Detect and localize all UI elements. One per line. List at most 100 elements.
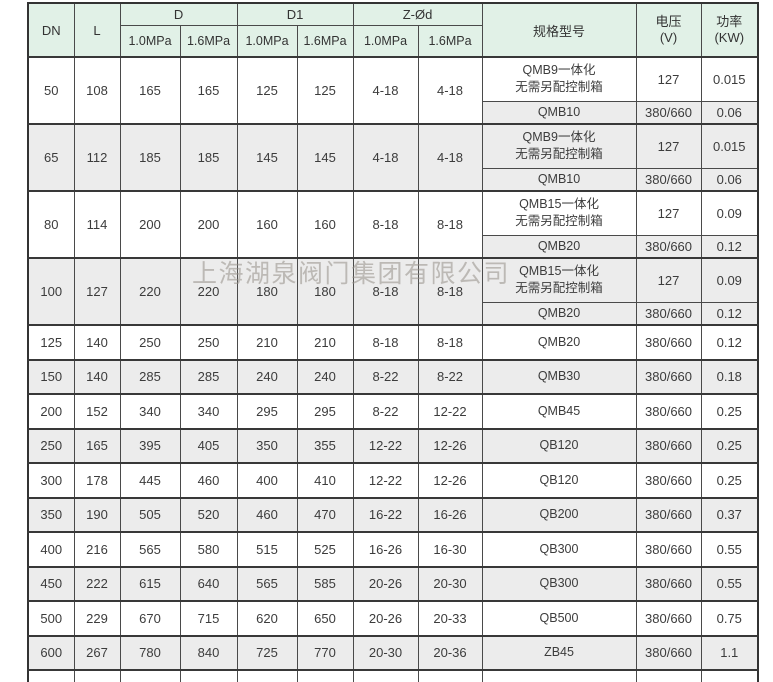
header-pressure-row: 1.0MPa 1.6MPa 1.0MPa 1.6MPa 1.0MPa 1.6MP… — [28, 24, 758, 58]
voltage-cell: 380/660 — [635, 100, 702, 125]
d-10mpa-cell: 220 — [119, 257, 181, 326]
power-cell: 0.12 — [700, 234, 759, 259]
dn-cell: 250 — [27, 427, 75, 464]
col-header-z-10mpa: 1.0MPa — [352, 24, 419, 58]
dn-cell: 600 — [27, 634, 75, 671]
power-cell: 0.015 — [700, 123, 759, 169]
col-header-z-16mpa: 1.6MPa — [417, 24, 483, 58]
d1-16mpa-cell: 585 — [296, 565, 354, 602]
power-cell: 0.015 — [700, 56, 759, 102]
d1-10mpa-cell: 725 — [236, 634, 298, 671]
d1-16mpa-cell: 295 — [296, 393, 354, 429]
z-10mpa-cell: 8-22 — [352, 358, 419, 395]
d1-16mpa-cell: 145 — [296, 123, 354, 192]
d1-16mpa-cell: 210 — [296, 324, 354, 360]
dn-cell: 100 — [27, 257, 75, 326]
d-10mpa-cell: 340 — [119, 393, 181, 429]
d-16mpa-cell: 520 — [179, 496, 238, 533]
voltage-cell: 380/660 — [635, 496, 702, 533]
d-10mpa-cell: 395 — [119, 427, 181, 464]
col-header-power: 功率 (KW) — [700, 2, 759, 58]
spec-model-cell: QMB15一体化 无需另配控制箱 — [481, 190, 637, 236]
voltage-cell: 380/660 — [635, 234, 702, 259]
table-body: 50 108 165 165 125 125 4-18 4-18 QMB9一体化 无需另配控制箱… — [27, 56, 759, 682]
dn-cell: 500 — [27, 600, 75, 636]
dn-cell: 125 — [27, 324, 75, 360]
d-16mpa-cell: 460 — [179, 462, 238, 498]
z-16mpa-cell: 8-18 — [417, 257, 483, 326]
d1-16mpa-cell: 650 — [296, 600, 354, 636]
l-cell: 127 — [73, 257, 121, 326]
z-16mpa-cell: 20-30 — [417, 565, 483, 602]
valve-spec-table: DN L D D1 Z-Ød 规格型号 电压 (V) 功率 (KW) 1.0MP… — [27, 2, 760, 682]
spec-model-cell: QMB9一体化 无需另配控制箱 — [481, 56, 637, 102]
voltage-cell: 380/660 — [635, 393, 702, 429]
l-cell: 190 — [73, 496, 121, 533]
z-10mpa-cell: 16-22 — [352, 496, 419, 533]
voltage-cell: 380/660 — [635, 634, 702, 671]
d1-16mpa-cell: 355 — [296, 427, 354, 464]
power-cell: 1.1 — [700, 634, 759, 671]
power-cell: 0.25 — [700, 393, 759, 429]
table-row: 500 229 670 715 620 650 20-26 20-33 QB500 380/660… — [27, 600, 759, 636]
spec-model-cell: QMB20 — [481, 324, 637, 360]
power-cell: 0.75 — [700, 600, 759, 636]
partial-cell — [296, 669, 354, 682]
spec-model-cell: ZB45 — [481, 634, 637, 671]
d-16mpa-cell: 405 — [179, 427, 238, 464]
table-row: QMB10 380/660 0.06 — [28, 100, 759, 125]
z-10mpa-cell: 4-18 — [352, 56, 419, 125]
d1-16mpa-cell: 125 — [296, 56, 354, 125]
col-header-d1: D1 — [236, 2, 354, 26]
power-cell: 0.06 — [700, 100, 759, 125]
col-header-d1-16mpa: 1.6MPa — [296, 24, 354, 58]
l-cell: 216 — [73, 531, 121, 567]
table-row: QMB20 380/660 0.12 — [28, 301, 759, 326]
partial-cell — [700, 669, 759, 682]
d-16mpa-cell: 165 — [179, 56, 238, 125]
d1-16mpa-cell: 240 — [296, 358, 354, 395]
d-16mpa-cell: 220 — [179, 257, 238, 326]
table-row: 350 190 505 520 460 470 16-22 16-26 QB200 380/660… — [27, 496, 759, 533]
voltage-cell: 127 — [635, 123, 702, 169]
l-cell: 152 — [73, 393, 121, 429]
col-header-spec-model: 规格型号 — [481, 2, 637, 58]
spec-model-cell: QMB9一体化 无需另配控制箱 — [481, 123, 637, 169]
d-16mpa-cell: 340 — [179, 393, 238, 429]
voltage-cell: 127 — [635, 190, 702, 236]
table-row: 300 178 445 460 400 410 12-22 12-26 QB120 380/660… — [27, 462, 759, 498]
table-header: DN L D D1 Z-Ød 规格型号 电压 (V) 功率 (KW) 1.0MP… — [27, 2, 759, 58]
power-cell: 0.55 — [700, 531, 759, 567]
d-10mpa-cell: 200 — [119, 190, 181, 259]
d-16mpa-cell: 715 — [179, 600, 238, 636]
d-10mpa-cell: 285 — [119, 358, 181, 395]
d-16mpa-cell: 640 — [179, 565, 238, 602]
l-cell: 108 — [73, 56, 121, 125]
voltage-cell: 380/660 — [635, 600, 702, 636]
d1-16mpa-cell: 160 — [296, 190, 354, 259]
d1-10mpa-cell: 620 — [236, 600, 298, 636]
z-10mpa-cell: 12-22 — [352, 427, 419, 464]
z-10mpa-cell: 8-18 — [352, 190, 419, 259]
partial-cell — [352, 669, 419, 682]
d-10mpa-cell: 780 — [119, 634, 181, 671]
power-cell: 0.12 — [700, 301, 759, 326]
power-cell: 0.12 — [700, 324, 759, 360]
voltage-cell: 127 — [635, 257, 702, 303]
d1-16mpa-cell: 770 — [296, 634, 354, 671]
l-cell: 229 — [73, 600, 121, 636]
partial-cell — [179, 669, 238, 682]
spec-model-cell: QMB30 — [481, 358, 637, 395]
z-10mpa-cell: 20-26 — [352, 565, 419, 602]
d-16mpa-cell: 200 — [179, 190, 238, 259]
dn-cell: 200 — [27, 393, 75, 429]
col-header-d1-10mpa: 1.0MPa — [236, 24, 298, 58]
d-10mpa-cell: 615 — [119, 565, 181, 602]
dn-cell: 65 — [27, 123, 75, 192]
header-group-row: DN L D D1 Z-Ød 规格型号 电压 (V) 功率 (KW) — [27, 2, 759, 58]
power-cell: 0.06 — [700, 167, 759, 192]
table-row: 600 267 780 840 725 770 20-30 20-36 ZB45 380/660 1… — [27, 634, 759, 671]
dn-cell: 350 — [27, 496, 75, 533]
voltage-cell: 380/660 — [635, 167, 702, 192]
